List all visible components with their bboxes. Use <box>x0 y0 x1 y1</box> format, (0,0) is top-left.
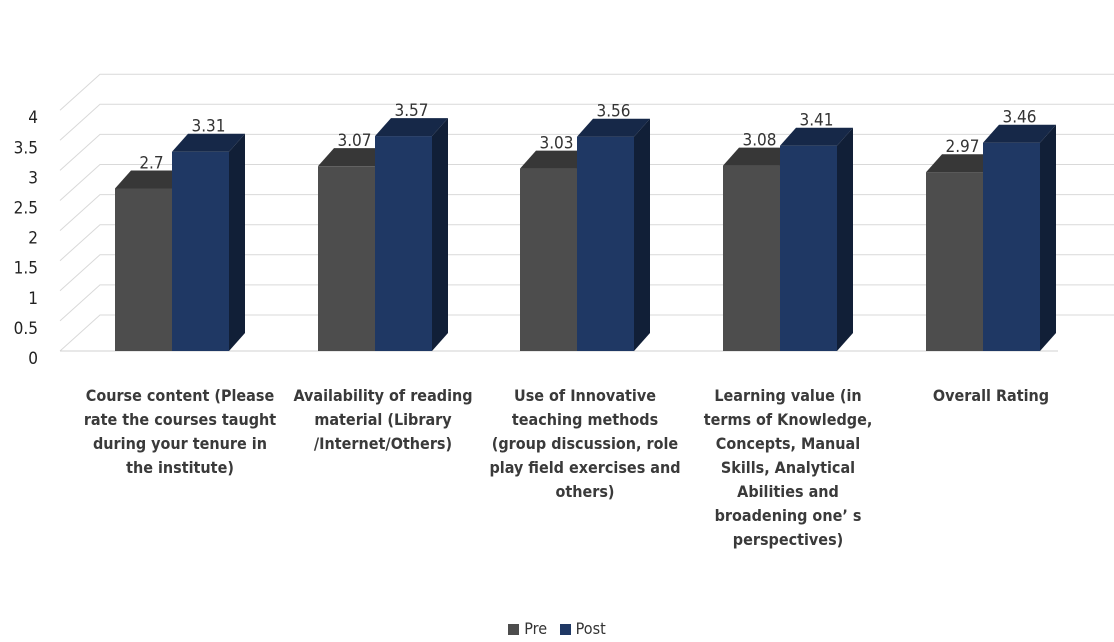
legend-label-post: Post <box>575 619 606 638</box>
x-category-label-line: Overall Rating <box>932 386 1050 405</box>
data-label-pre: 3.07 <box>337 131 371 151</box>
y-tick-label: 3.5 <box>14 138 38 158</box>
data-label-pre: 2.97 <box>945 137 979 157</box>
x-category-label-line: Course content (Please <box>85 386 275 405</box>
bar-front-face <box>520 168 577 351</box>
bar-top-face <box>723 147 796 166</box>
x-category-label: Learning value (in terms of Knowledge, Con… <box>688 384 888 552</box>
y-tick-label: 1 <box>28 289 38 309</box>
x-category-label-line: (group discussion, role <box>491 434 679 453</box>
bar-top-face <box>375 118 448 137</box>
bar-top-face <box>172 133 245 152</box>
bars <box>115 118 1056 351</box>
bar-post <box>375 118 448 351</box>
x-category-label-line: rate the courses taught <box>83 410 277 429</box>
y-tick-label: 0.5 <box>14 319 38 339</box>
bar-side-face <box>432 118 448 351</box>
bar-side-face <box>229 133 245 351</box>
bar-post <box>983 124 1056 351</box>
bar-front-face <box>172 151 229 351</box>
bar-top-face <box>926 154 999 173</box>
data-label-post: 3.46 <box>1002 108 1036 128</box>
legend-item-post: Post <box>559 619 606 638</box>
x-category-label-line: play field exercises and <box>489 458 681 477</box>
x-category-label: Use of Innovative teaching methods (group … <box>485 384 685 504</box>
legend-swatch-pre <box>508 624 520 635</box>
data-label-pre: 3.08 <box>742 131 776 151</box>
x-category-label: Availability of reading material (Library… <box>283 384 483 456</box>
legend-label-pre: Pre <box>524 619 548 638</box>
y-tick-label: 2.5 <box>14 199 38 219</box>
x-category-label-line: perspectives) <box>732 530 844 549</box>
legend-item-pre: Pre <box>508 619 547 638</box>
x-category-label: Course content (Please rate the courses t… <box>80 384 280 480</box>
bar-front-face <box>375 136 432 351</box>
y-tick-label: 0 <box>28 349 38 369</box>
x-category-label: Overall Rating <box>891 384 1091 408</box>
x-category-label-line: Learning value (in <box>714 386 862 405</box>
bar-top-face <box>780 127 853 146</box>
x-category-label-line: others) <box>555 482 615 501</box>
gridlines <box>59 73 1114 352</box>
gridline <box>59 73 1114 111</box>
bar-pre <box>520 150 593 351</box>
gridline <box>59 133 1114 171</box>
gridline <box>59 103 1114 141</box>
x-category-label-line: teaching methods <box>511 410 659 429</box>
x-category-label-line: terms of Knowledge, <box>703 410 873 429</box>
bar-front-face <box>115 188 172 351</box>
x-category-label-line: Use of Innovative <box>514 386 656 405</box>
bar-front-face <box>577 136 634 351</box>
y-tick-label: 4 <box>28 108 38 128</box>
bar-post <box>172 133 245 351</box>
data-label-post: 3.41 <box>799 111 833 131</box>
bar-front-face <box>723 165 780 351</box>
bar-top-face <box>520 150 593 169</box>
bar-front-face <box>983 142 1040 351</box>
bar-top-face <box>115 170 188 189</box>
bar-top-face <box>318 148 391 167</box>
bar-front-face <box>318 166 375 351</box>
data-label-post: 3.31 <box>191 117 225 137</box>
data-labels: 2.7 3.31 3.07 3.57 3.03 3.56 3.08 3.41 2.97 3.46 <box>139 101 1036 173</box>
x-category-label-line: Abilities and <box>737 482 839 501</box>
data-label-pre: 3.03 <box>539 134 573 154</box>
x-category-label-line: Availability of reading <box>293 386 473 405</box>
bar-side-face <box>1040 124 1056 351</box>
y-tick-label: 1.5 <box>14 259 38 279</box>
bar-post <box>577 118 650 351</box>
data-label-post: 3.56 <box>596 102 630 122</box>
x-category-label-line: the institute) <box>126 458 234 477</box>
legend-swatch-post <box>559 624 571 635</box>
bar-side-face <box>837 127 853 351</box>
bar-front-face <box>926 172 983 351</box>
x-category-label-line: /Internet/Others) <box>313 434 453 453</box>
y-tick-label: 3 <box>28 168 38 188</box>
data-label-pre: 2.7 <box>139 153 163 173</box>
bar-front-face <box>780 145 837 351</box>
bar-top-face <box>983 124 1056 143</box>
y-tick-label: 2 <box>28 229 38 249</box>
bar-side-face <box>634 118 650 351</box>
x-category-label-line: during your tenure in <box>93 434 267 453</box>
x-category-label-line: Skills, Analytical <box>720 458 856 477</box>
x-category-label-line: Concepts, Manual <box>715 434 861 453</box>
bar-top-face <box>577 118 650 137</box>
bar-post <box>780 127 853 351</box>
legend: Pre Post <box>0 619 1114 638</box>
y-axis: 0 0.5 1 1.5 2 2.5 3 3.5 4 <box>14 108 38 369</box>
data-label-post: 3.57 <box>394 101 428 121</box>
x-category-label-line: material (Library <box>314 410 452 429</box>
x-category-label-line: broadening one’ s <box>714 506 862 525</box>
